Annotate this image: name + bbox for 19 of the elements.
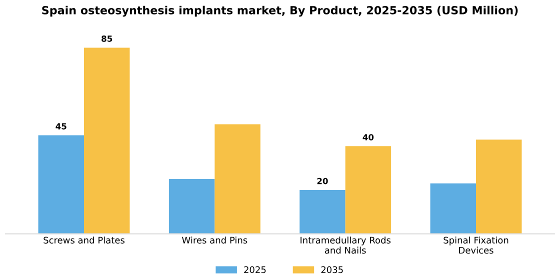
bar [476, 140, 522, 234]
legend-label: 2035 [321, 266, 343, 274]
bar [345, 146, 392, 234]
bar [38, 135, 84, 234]
data-label: 85 [102, 36, 112, 42]
x-tick-label: Screws and Plates [44, 236, 124, 244]
data-label: 45 [56, 123, 66, 130]
legend-label: 2025 [244, 266, 266, 274]
data-label: 20 [317, 178, 328, 184]
x-tick-label: Spinal Fixation Devices [444, 236, 508, 254]
bar [430, 183, 476, 234]
chart-title: Spain osteosynthesis implants market, By Product, 2025-2035 (USD Million) [42, 6, 518, 17]
bar [214, 124, 260, 234]
x-tick-label: Wires and Pins [182, 236, 248, 244]
bar [300, 190, 346, 234]
x-tick-label: Intramedullary Rods and Nails [300, 236, 391, 254]
data-label: 40 [362, 134, 374, 140]
bar [168, 179, 215, 234]
bar [84, 48, 130, 234]
